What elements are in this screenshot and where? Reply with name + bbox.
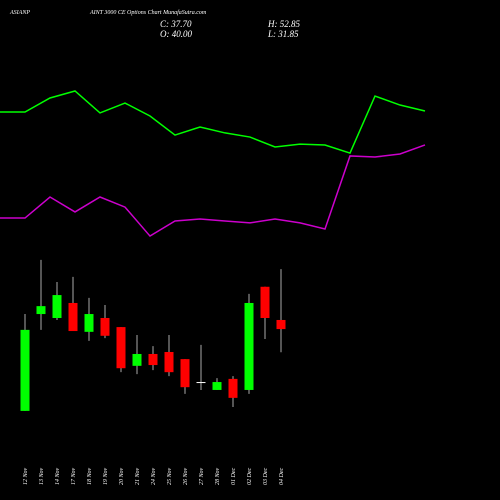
x-tick-label: 13 Nov — [39, 467, 45, 485]
x-tick-label: 27 Nov — [199, 467, 205, 485]
candle-body — [196, 382, 206, 384]
x-tick-label: 28 Nov — [215, 467, 221, 485]
chart-title: ASIANP — [9, 10, 30, 16]
x-tick-label: 12 Nov — [23, 467, 29, 485]
info-close: C: 37.70 — [160, 19, 192, 29]
x-tick-label: 24 Nov — [150, 467, 157, 485]
candle-body — [84, 314, 94, 332]
candle-body — [244, 302, 254, 390]
x-tick-label: 25 Nov — [167, 467, 173, 485]
x-tick-label: 04 Dec — [278, 468, 285, 485]
x-tick-label: 19 Nov — [103, 467, 109, 485]
x-tick-label: 21 Nov — [135, 467, 141, 485]
x-tick-label: 03 Dec — [263, 468, 269, 485]
candle-body — [212, 382, 222, 390]
candle-body — [36, 306, 46, 315]
candle-body — [132, 353, 142, 366]
chart-subtitle: AINT 3000 CE Options Chart MunafaSutra.c… — [89, 9, 207, 16]
candle-body — [260, 286, 270, 318]
info-high: H: 52.85 — [267, 19, 300, 29]
info-open: O: 40.00 — [160, 29, 192, 39]
candle-body — [68, 302, 78, 332]
candle-body — [52, 295, 62, 318]
candle-body — [276, 319, 286, 330]
candle-body — [116, 327, 126, 369]
candle-body — [228, 378, 238, 398]
x-tick-label: 26 Nov — [183, 467, 189, 485]
x-tick-label: 14 Nov — [54, 467, 61, 485]
x-tick-label: 20 Nov — [119, 467, 125, 485]
x-tick-label: 02 Dec — [247, 468, 253, 485]
indicator-line — [0, 90, 426, 155]
x-tick-label: 01 Dec — [231, 468, 237, 485]
candle-body — [148, 353, 158, 366]
candle-body — [100, 318, 110, 336]
info-low: L: 31.85 — [267, 29, 299, 39]
candle-body — [164, 352, 174, 373]
candle-body — [20, 329, 30, 411]
indicator-line — [0, 144, 426, 238]
x-tick-label: 17 Nov — [71, 467, 77, 485]
candle-body — [180, 359, 190, 388]
x-tick-label: 18 Nov — [87, 467, 93, 485]
